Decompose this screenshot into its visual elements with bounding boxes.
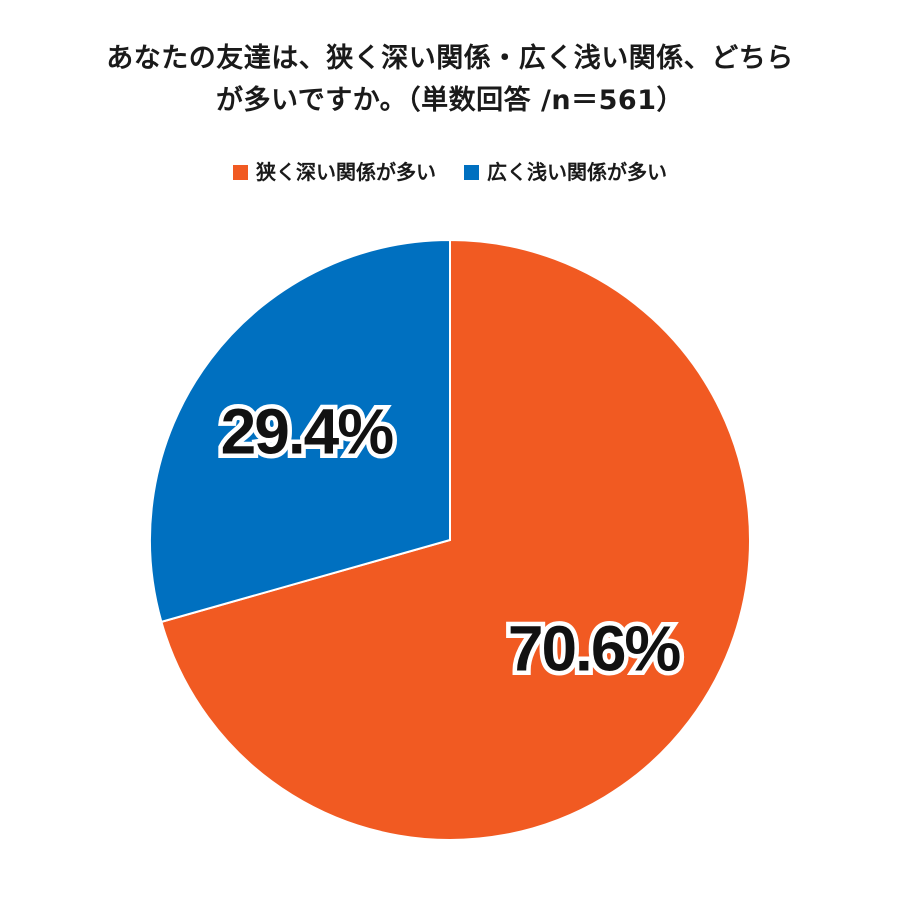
legend-label-wide-shallow: 広く浅い関係が多い [487,160,667,184]
chart-title: あなたの友達は、狭く深い関係・広く浅い関係、どちら が多いですか。（単数回答 /… [20,38,880,122]
chart-title-line-2: が多いですか。（単数回答 /n＝561） [216,85,684,116]
data-label-narrow-deep: 70.6% [508,613,681,685]
legend-item-narrow-deep: 狭く深い関係が多い [233,160,436,184]
pie-slice-narrow-deep [160,238,751,841]
pie-slice-wide-shallow [149,238,451,624]
chart-legend: 狭く深い関係が多い 広く浅い関係が多い [0,160,900,184]
legend-swatch-narrow-deep [233,164,248,180]
legend-label-narrow-deep: 狭く深い関係が多い [256,160,436,184]
legend-item-wide-shallow: 広く浅い関係が多い [464,160,667,184]
data-label-wide-shallow: 29.4% [221,396,394,468]
chart-title-line-1: あなたの友達は、狭く深い関係・広く浅い関係、どちら [106,43,794,74]
legend-swatch-wide-shallow [464,164,479,180]
